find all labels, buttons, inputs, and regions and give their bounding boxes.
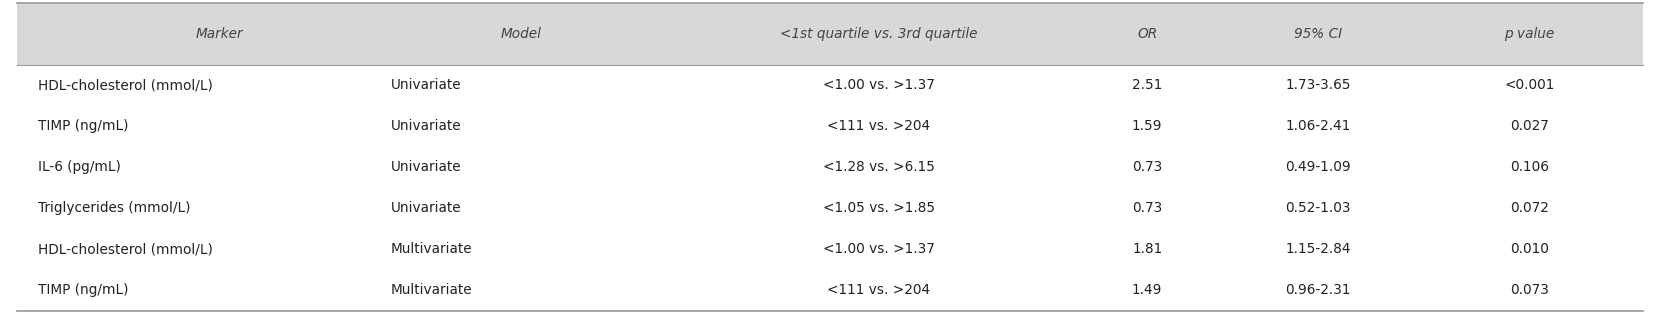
- Text: 0.52-1.03: 0.52-1.03: [1285, 201, 1351, 215]
- Text: <1.00 vs. >1.37: <1.00 vs. >1.37: [823, 242, 935, 256]
- Text: 1.59: 1.59: [1132, 119, 1162, 133]
- Text: TIMP (ng/mL): TIMP (ng/mL): [38, 283, 128, 297]
- Text: OR: OR: [1137, 27, 1157, 41]
- Text: 1.15-2.84: 1.15-2.84: [1285, 242, 1351, 256]
- Text: Triglycerides (mmol/L): Triglycerides (mmol/L): [38, 201, 191, 215]
- Text: 0.010: 0.010: [1511, 242, 1549, 256]
- Text: 95% CI: 95% CI: [1295, 27, 1341, 41]
- Text: 2.51: 2.51: [1132, 78, 1162, 92]
- Text: 0.106: 0.106: [1511, 160, 1549, 174]
- Text: 0.072: 0.072: [1511, 201, 1549, 215]
- Text: 1.73-3.65: 1.73-3.65: [1285, 78, 1351, 92]
- Text: 0.96-2.31: 0.96-2.31: [1285, 283, 1351, 297]
- Text: 0.49-1.09: 0.49-1.09: [1285, 160, 1351, 174]
- Text: Univariate: Univariate: [390, 78, 461, 92]
- Text: Marker: Marker: [196, 27, 244, 41]
- Text: 0.073: 0.073: [1511, 283, 1549, 297]
- Text: Multivariate: Multivariate: [390, 283, 473, 297]
- Text: <111 vs. >204: <111 vs. >204: [827, 119, 930, 133]
- Text: 0.73: 0.73: [1132, 201, 1162, 215]
- Text: 1.49: 1.49: [1132, 283, 1162, 297]
- Text: <1.05 vs. >1.85: <1.05 vs. >1.85: [823, 201, 935, 215]
- Text: <1.00 vs. >1.37: <1.00 vs. >1.37: [823, 78, 935, 92]
- Text: Model: Model: [500, 27, 541, 41]
- Text: <1st quartile vs. 3rd quartile: <1st quartile vs. 3rd quartile: [780, 27, 978, 41]
- Text: TIMP (ng/mL): TIMP (ng/mL): [38, 119, 128, 133]
- Text: IL-6 (pg/mL): IL-6 (pg/mL): [38, 160, 121, 174]
- Text: Univariate: Univariate: [390, 201, 461, 215]
- Text: <0.001: <0.001: [1504, 78, 1555, 92]
- Text: <1.28 vs. >6.15: <1.28 vs. >6.15: [823, 160, 935, 174]
- Text: 1.81: 1.81: [1132, 242, 1162, 256]
- Bar: [17, 3, 1643, 65]
- Text: Univariate: Univariate: [390, 119, 461, 133]
- Text: 1.06-2.41: 1.06-2.41: [1285, 119, 1351, 133]
- Text: Multivariate: Multivariate: [390, 242, 473, 256]
- Text: HDL-cholesterol (mmol/L): HDL-cholesterol (mmol/L): [38, 78, 212, 92]
- Text: 0.73: 0.73: [1132, 160, 1162, 174]
- Text: HDL-cholesterol (mmol/L): HDL-cholesterol (mmol/L): [38, 242, 212, 256]
- Text: 0.027: 0.027: [1511, 119, 1549, 133]
- Text: <111 vs. >204: <111 vs. >204: [827, 283, 930, 297]
- Text: Univariate: Univariate: [390, 160, 461, 174]
- Text: p value: p value: [1504, 27, 1555, 41]
